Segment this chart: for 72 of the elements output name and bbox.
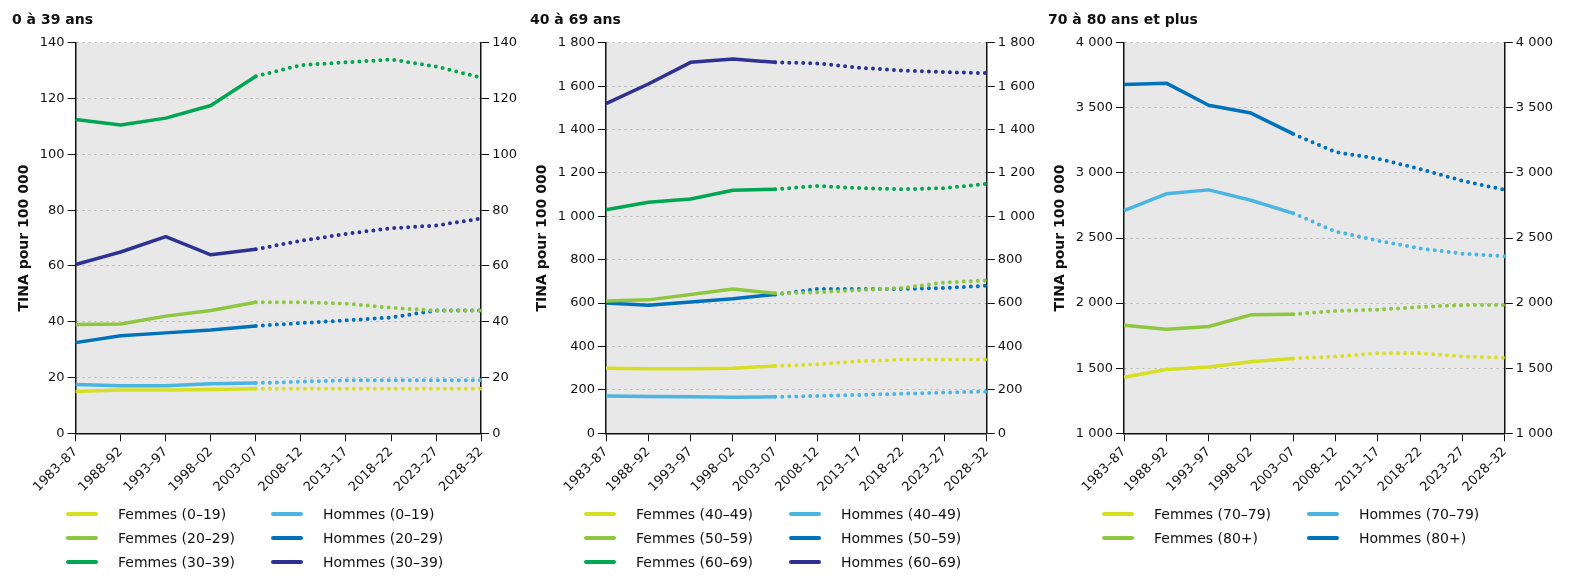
chart-title: 70 à 80 ans et plus [1048, 11, 1198, 28]
legend-label: Femmes (40–49) [636, 506, 754, 522]
y2-tick-label: 120 [492, 89, 518, 105]
legend-label: Hommes (40–49) [841, 506, 962, 522]
y2-tick-label: 0 [997, 424, 1007, 440]
y-tick-label: 3 000 [1075, 164, 1114, 180]
legend-label: Femmes (0–19) [118, 506, 227, 522]
y-tick-label: 200 [570, 381, 596, 397]
legend-label: Femmes (80+) [1154, 530, 1259, 546]
y-axis-title: TINA pour 100 000 [533, 164, 550, 312]
legend-label: Femmes (70–79) [1154, 506, 1272, 522]
y-tick-label: 1 000 [1075, 424, 1114, 440]
legend-label: Femmes (60–69) [636, 554, 754, 570]
y2-tick-label: 1 600 [997, 77, 1035, 93]
y-tick-label: 0 [56, 424, 65, 440]
legend-label: Hommes (70–79) [1359, 506, 1480, 522]
legend-label: Femmes (50–59) [636, 530, 754, 546]
y-tick-label: 3 500 [1075, 99, 1114, 115]
y-tick-label: 1 200 [557, 164, 596, 180]
y2-tick-label: 1 800 [997, 34, 1035, 50]
y2-tick-label: 20 [492, 368, 509, 384]
y2-tick-label: 3 000 [1515, 164, 1553, 180]
y2-tick-label: 2 500 [1515, 229, 1553, 245]
y-tick-label: 1 800 [557, 34, 596, 50]
y-tick-label: 140 [39, 34, 65, 50]
y2-tick-label: 80 [492, 201, 509, 217]
y2-tick-label: 600 [997, 294, 1023, 310]
y-tick-label: 1 000 [557, 207, 596, 223]
legend-label: Hommes (60–69) [841, 554, 962, 570]
y2-tick-label: 1 000 [1515, 424, 1553, 440]
y2-tick-label: 1 000 [997, 207, 1035, 223]
y-tick-label: 120 [39, 89, 65, 105]
y-tick-label: 600 [570, 294, 596, 310]
legend-label: Femmes (30–39) [118, 554, 236, 570]
legend-label: Hommes (0–19) [323, 506, 435, 522]
y2-tick-label: 0 [492, 424, 501, 440]
y-axis-title: TINA pour 100 000 [1051, 164, 1068, 312]
y2-tick-label: 800 [997, 251, 1023, 267]
legend-label: Femmes (20–29) [118, 530, 236, 546]
legend-label: Hommes (80+) [1359, 530, 1467, 546]
chart-title: 0 à 39 ans [12, 11, 94, 28]
y-tick-label: 80 [48, 201, 65, 217]
y-tick-label: 100 [39, 145, 65, 161]
y2-tick-label: 60 [492, 257, 509, 273]
y-tick-label: 4 000 [1075, 34, 1114, 50]
y2-tick-label: 2 000 [1515, 294, 1553, 310]
y-tick-label: 20 [48, 368, 65, 384]
legend-label: Hommes (50–59) [841, 530, 962, 546]
y-tick-label: 2 000 [1075, 294, 1114, 310]
y-tick-label: 60 [48, 257, 65, 273]
y-tick-label: 40 [48, 313, 65, 329]
y-tick-label: 1 500 [1075, 359, 1114, 375]
y2-tick-label: 200 [997, 381, 1023, 397]
y-tick-label: 1 600 [557, 77, 596, 93]
y-tick-label: 0 [586, 424, 596, 440]
y2-tick-label: 3 500 [1515, 99, 1553, 115]
y-tick-label: 400 [570, 337, 596, 353]
legend-label: Hommes (20–29) [323, 530, 444, 546]
y-tick-label: 800 [570, 251, 596, 267]
y2-tick-label: 140 [492, 34, 518, 50]
legend-label: Hommes (30–39) [323, 554, 444, 570]
y-tick-label: 1 400 [557, 120, 596, 136]
y2-tick-label: 400 [997, 337, 1023, 353]
y-axis-title: TINA pour 100 000 [15, 164, 32, 312]
y-tick-label: 2 500 [1075, 229, 1114, 245]
y2-tick-label: 1 400 [997, 120, 1035, 136]
chart-title: 40 à 69 ans [530, 11, 621, 28]
y2-tick-label: 1 200 [997, 164, 1035, 180]
y2-tick-label: 40 [492, 313, 509, 329]
y2-tick-label: 1 500 [1515, 359, 1553, 375]
y2-tick-label: 4 000 [1515, 34, 1553, 50]
y2-tick-label: 100 [492, 145, 518, 161]
